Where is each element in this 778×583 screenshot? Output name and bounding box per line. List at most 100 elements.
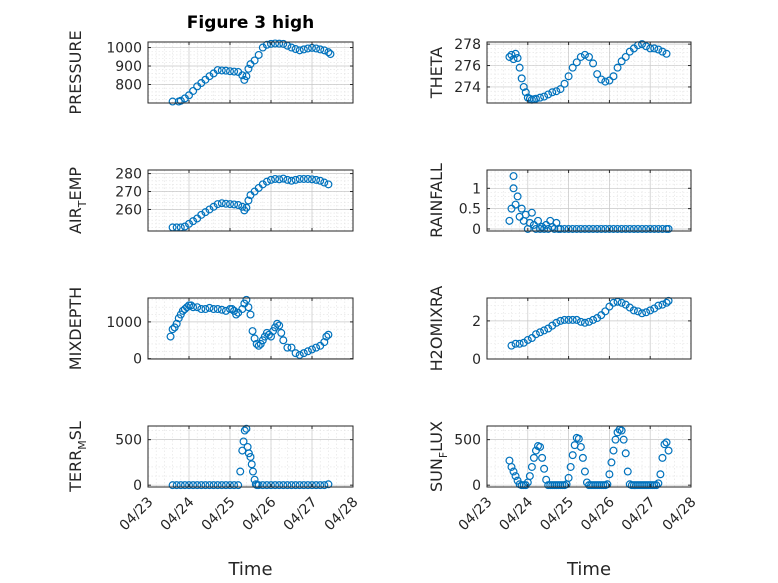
data-point bbox=[197, 210, 206, 219]
data-point bbox=[560, 224, 569, 233]
data-point bbox=[642, 224, 651, 233]
data-point bbox=[568, 451, 577, 460]
data-point bbox=[609, 298, 618, 307]
data-point bbox=[642, 42, 651, 51]
data-point bbox=[213, 481, 222, 490]
data-point bbox=[217, 481, 226, 490]
data-point bbox=[613, 224, 622, 233]
data-point bbox=[531, 94, 540, 103]
data-point bbox=[576, 224, 585, 233]
data-point bbox=[540, 92, 549, 101]
data-point bbox=[536, 93, 545, 102]
data-point bbox=[168, 481, 177, 490]
data-point bbox=[299, 45, 308, 54]
data-point bbox=[613, 63, 622, 72]
data-point bbox=[533, 216, 542, 225]
data-point bbox=[262, 481, 271, 490]
data-point bbox=[589, 59, 598, 68]
y-axis-label: TERRMSL bbox=[66, 421, 89, 493]
data-point bbox=[250, 334, 259, 343]
data-point bbox=[601, 77, 610, 86]
data-point bbox=[303, 44, 312, 53]
data-point bbox=[221, 199, 230, 208]
data-point bbox=[552, 87, 561, 96]
data-series bbox=[168, 174, 333, 232]
data-point bbox=[201, 305, 210, 314]
y-tick-label: 280 bbox=[115, 167, 142, 183]
data-point bbox=[213, 66, 222, 75]
data-point bbox=[254, 341, 263, 350]
data-point bbox=[324, 480, 333, 489]
subplot-8-sun-flux: 0 500 04/23 04/24 04/25 04/26 04/27 04/28 SUNFLU… bbox=[427, 421, 699, 580]
data-series bbox=[168, 39, 335, 106]
data-point bbox=[283, 343, 292, 352]
data-point bbox=[299, 174, 308, 183]
data-point bbox=[185, 219, 194, 228]
data-point bbox=[507, 341, 516, 350]
data-point bbox=[291, 175, 300, 184]
data-point bbox=[511, 49, 520, 58]
data-point bbox=[209, 202, 218, 211]
data-point bbox=[609, 446, 618, 455]
y-tick-label: 900 bbox=[115, 59, 142, 75]
data-point bbox=[316, 481, 325, 490]
data-point bbox=[509, 172, 518, 181]
data-point bbox=[239, 437, 248, 446]
data-point bbox=[189, 481, 198, 490]
data-point bbox=[652, 481, 661, 490]
data-point bbox=[621, 224, 630, 233]
data-point bbox=[324, 48, 333, 57]
data-point bbox=[564, 224, 573, 233]
data-point bbox=[279, 39, 288, 48]
data-point bbox=[254, 481, 263, 490]
data-point bbox=[303, 347, 312, 356]
y-tick-label: 278 bbox=[454, 37, 481, 53]
data-point bbox=[230, 67, 239, 76]
data-point bbox=[662, 438, 671, 447]
data-point bbox=[576, 317, 585, 326]
data-point bbox=[312, 44, 321, 53]
data-point bbox=[593, 70, 602, 79]
data-point bbox=[617, 224, 626, 233]
data-point bbox=[201, 208, 210, 217]
data-point bbox=[193, 481, 202, 490]
data-point bbox=[664, 296, 673, 305]
data-point bbox=[189, 303, 198, 312]
data-point bbox=[633, 224, 642, 233]
data-point bbox=[584, 52, 593, 61]
data-point bbox=[226, 67, 235, 76]
data-point bbox=[326, 50, 335, 59]
data-point bbox=[324, 180, 333, 189]
data-point bbox=[291, 349, 300, 358]
data-point bbox=[589, 315, 598, 324]
y-axis-label: SUNFLUX bbox=[427, 421, 450, 492]
data-point bbox=[316, 176, 325, 185]
data-point bbox=[320, 481, 329, 490]
data-point bbox=[511, 200, 520, 209]
data-point bbox=[548, 88, 557, 97]
data-point bbox=[238, 71, 247, 80]
y-axis-label: AIRTEMP bbox=[66, 167, 89, 234]
data-point bbox=[513, 192, 522, 201]
data-point bbox=[267, 332, 276, 341]
data-point bbox=[580, 318, 589, 327]
plot-area bbox=[487, 426, 691, 487]
x-tick-label: 04/23 bbox=[117, 494, 157, 534]
subplot-6-h2omixra: 0 2 H2OMIXRA bbox=[427, 286, 692, 372]
data-point bbox=[320, 178, 329, 187]
data-point bbox=[527, 462, 536, 471]
data-point bbox=[312, 175, 321, 184]
data-point bbox=[536, 442, 545, 451]
data-point bbox=[617, 426, 626, 435]
data-point bbox=[193, 303, 202, 312]
data-point bbox=[511, 472, 520, 481]
data-point bbox=[217, 66, 226, 75]
data-point bbox=[572, 58, 581, 67]
data-point bbox=[226, 200, 235, 209]
data-point bbox=[566, 462, 575, 471]
data-point bbox=[660, 440, 669, 449]
y-axis-label: H2OMIXRA bbox=[427, 286, 446, 372]
data-point bbox=[185, 91, 194, 100]
data-point bbox=[189, 86, 198, 95]
